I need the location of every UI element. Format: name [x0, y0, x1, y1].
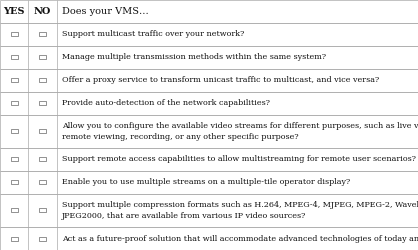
Bar [39, 236, 46, 240]
Bar [11, 56, 18, 60]
Bar [39, 130, 46, 134]
Bar [39, 208, 46, 212]
Bar [39, 158, 46, 162]
Text: Allow you to configure the available video streams for different purposes, such : Allow you to configure the available vid… [62, 122, 418, 141]
Bar [11, 158, 18, 162]
Text: Support remote access capabilities to allow multistreaming for remote user scena: Support remote access capabilities to al… [62, 156, 416, 164]
Text: YES: YES [3, 7, 25, 16]
Text: Offer a proxy service to transform unicast traffic to multicast, and vice versa?: Offer a proxy service to transform unica… [62, 76, 379, 84]
Text: Enable you to use multiple streams on a multiple-tile operator display?: Enable you to use multiple streams on a … [62, 178, 350, 186]
Text: Manage multiple transmission methods within the same system?: Manage multiple transmission methods wit… [62, 54, 326, 62]
Text: Does your VMS…: Does your VMS… [62, 7, 149, 16]
Bar [39, 56, 46, 60]
Text: Support multiple compression formats such as H.264, MPEG-4, MJPEG, MPEG-2, Wavel: Support multiple compression formats suc… [62, 201, 418, 220]
Bar [11, 32, 18, 36]
Text: NO: NO [34, 7, 51, 16]
Bar [39, 180, 46, 184]
Bar [11, 208, 18, 212]
Text: Support multicast traffic over your network?: Support multicast traffic over your netw… [62, 30, 244, 38]
Bar [11, 130, 18, 134]
Bar [39, 102, 46, 105]
Text: Provide auto-detection of the network capabilities?: Provide auto-detection of the network ca… [62, 100, 270, 108]
Bar [11, 102, 18, 105]
Bar [39, 32, 46, 36]
Bar [11, 236, 18, 240]
Bar [11, 78, 18, 82]
Bar [11, 180, 18, 184]
Text: Act as a future-proof solution that will accommodate advanced technologies of to: Act as a future-proof solution that will… [62, 234, 418, 242]
Bar [39, 78, 46, 82]
